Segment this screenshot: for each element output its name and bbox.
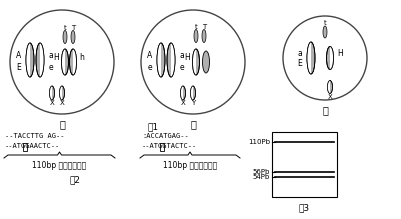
Ellipse shape xyxy=(157,43,165,77)
Text: --ATGGAACTC--: --ATGGAACTC-- xyxy=(5,143,60,149)
Ellipse shape xyxy=(61,49,69,75)
Ellipse shape xyxy=(180,86,186,100)
Text: a: a xyxy=(298,48,302,58)
Text: e: e xyxy=(49,62,53,71)
Text: H: H xyxy=(184,53,190,62)
Ellipse shape xyxy=(190,86,196,100)
Text: Y: Y xyxy=(191,100,195,106)
Text: 56Pb: 56Pb xyxy=(253,169,270,175)
Ellipse shape xyxy=(180,86,186,100)
Text: 乙: 乙 xyxy=(190,119,196,129)
Ellipse shape xyxy=(307,42,315,74)
Bar xyxy=(22,143,27,151)
Ellipse shape xyxy=(192,49,200,75)
Text: H: H xyxy=(337,48,343,58)
Ellipse shape xyxy=(49,86,55,100)
Bar xyxy=(272,132,337,197)
Text: T: T xyxy=(202,24,206,30)
Bar xyxy=(160,143,164,151)
Text: 甲: 甲 xyxy=(59,119,65,129)
Ellipse shape xyxy=(61,49,69,75)
Text: 110bp 正常基因片段: 110bp 正常基因片段 xyxy=(32,161,87,170)
Text: t: t xyxy=(194,24,197,30)
Text: E: E xyxy=(16,62,21,71)
Ellipse shape xyxy=(71,30,75,44)
Text: --TACCTTG AG--: --TACCTTG AG-- xyxy=(5,133,65,139)
Ellipse shape xyxy=(328,81,332,94)
Text: 图2: 图2 xyxy=(69,175,81,184)
Text: 110bp 患病基因片段: 110bp 患病基因片段 xyxy=(163,161,217,170)
Ellipse shape xyxy=(63,30,67,44)
Text: X: X xyxy=(328,94,332,100)
Ellipse shape xyxy=(26,43,34,77)
Text: a: a xyxy=(49,51,53,60)
Text: T: T xyxy=(71,25,75,31)
Ellipse shape xyxy=(326,46,334,69)
Ellipse shape xyxy=(69,49,77,75)
Ellipse shape xyxy=(36,43,44,77)
Text: :ACCATGAG--: :ACCATGAG-- xyxy=(142,133,189,139)
Text: --ATGGTACTC--: --ATGGTACTC-- xyxy=(142,143,197,149)
Ellipse shape xyxy=(328,81,332,94)
Ellipse shape xyxy=(203,51,209,73)
Text: t: t xyxy=(324,20,326,26)
Text: e: e xyxy=(180,62,184,71)
Text: 110Pb: 110Pb xyxy=(248,139,270,145)
Text: a: a xyxy=(180,51,184,60)
Text: e: e xyxy=(148,62,152,71)
Ellipse shape xyxy=(59,86,65,100)
Ellipse shape xyxy=(167,43,175,77)
Text: X: X xyxy=(50,100,55,106)
Text: X: X xyxy=(60,100,65,106)
Ellipse shape xyxy=(307,42,315,74)
Text: 54Pb: 54Pb xyxy=(253,174,270,180)
Ellipse shape xyxy=(167,43,175,77)
Ellipse shape xyxy=(194,30,198,42)
Ellipse shape xyxy=(157,43,165,77)
Ellipse shape xyxy=(59,86,65,100)
Ellipse shape xyxy=(326,46,334,69)
Text: H: H xyxy=(53,53,59,62)
Ellipse shape xyxy=(69,49,77,75)
Ellipse shape xyxy=(49,86,55,100)
Ellipse shape xyxy=(202,30,206,42)
Ellipse shape xyxy=(192,49,200,75)
Text: E: E xyxy=(298,60,302,69)
Text: A: A xyxy=(16,51,22,60)
Text: t: t xyxy=(64,25,67,31)
Text: A: A xyxy=(148,51,153,60)
Text: 图3: 图3 xyxy=(299,203,310,212)
Ellipse shape xyxy=(190,86,196,100)
Ellipse shape xyxy=(26,43,34,77)
Text: 丙: 丙 xyxy=(322,105,328,115)
Ellipse shape xyxy=(323,26,327,38)
Ellipse shape xyxy=(36,43,44,77)
Text: h: h xyxy=(79,53,85,62)
Text: 图1: 图1 xyxy=(148,122,159,131)
Text: X: X xyxy=(180,100,185,106)
